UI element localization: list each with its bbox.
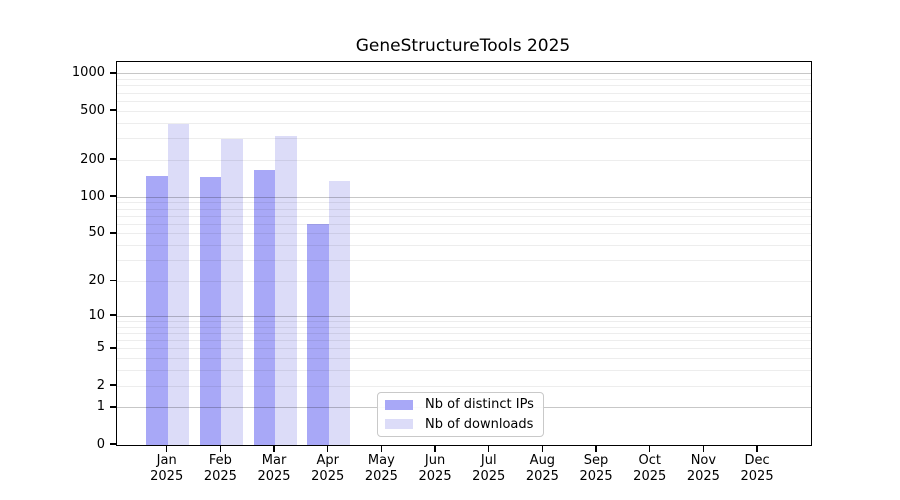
y-tick-mark-20 — [110, 279, 116, 282]
bars-layer — [117, 62, 811, 445]
bar-ips-feb — [199, 177, 222, 445]
gridline-3 — [117, 370, 811, 372]
gridline-90 — [117, 202, 811, 204]
x-tick-mark-jul — [487, 445, 490, 452]
y-tick-label-50: 50 — [88, 225, 105, 241]
legend-label-downloads: Nb of downloads — [425, 416, 534, 432]
gridline-30 — [117, 260, 811, 262]
gridline-400 — [117, 122, 811, 124]
y-tick-label-2: 2 — [96, 377, 105, 393]
gridline-8 — [117, 326, 811, 328]
y-tick-mark-500 — [110, 109, 116, 111]
y-tick-label-10: 10 — [88, 307, 105, 323]
y-tick-mark-5 — [110, 347, 116, 349]
x-tick-mark-jun — [434, 445, 436, 452]
y-tick-mark-100 — [110, 195, 116, 197]
x-tick-mark-sep — [595, 445, 597, 452]
bar-ips-mar — [253, 169, 276, 445]
x-tick-label-aug: Aug 2025 — [525, 453, 559, 484]
y-tick-label-100: 100 — [80, 188, 105, 204]
y-tick-mark-2 — [110, 384, 116, 386]
gridline-300 — [117, 138, 811, 139]
gridline-70 — [117, 215, 811, 217]
bar-downloads-apr — [328, 181, 351, 445]
bar-downloads-mar — [275, 135, 297, 445]
x-tick-mark-mar — [273, 445, 275, 452]
y-tick-mark-1000 — [110, 72, 116, 74]
legend-item-downloads: Nb of downloads — [385, 416, 536, 434]
gridline-4 — [117, 358, 811, 360]
x-tick-label-oct: Oct 2025 — [633, 453, 667, 484]
x-tick-label-sep: Sep 2025 — [579, 453, 613, 484]
x-tick-mark-apr — [326, 445, 329, 452]
plot-area — [116, 61, 812, 446]
x-tick-label-mar: Mar 2025 — [257, 453, 291, 484]
y-tick-label-20: 20 — [88, 272, 105, 288]
gridline-60 — [117, 223, 811, 225]
legend-item-distinct-ips: Nb of distinct IPs — [385, 396, 536, 414]
x-tick-label-dec: Dec 2025 — [740, 453, 774, 484]
grid-layer — [117, 62, 811, 445]
x-tick-mark-dec — [756, 445, 758, 452]
x-tick-label-jul: Jul 2025 — [472, 453, 506, 484]
y-tick-label-0: 0 — [96, 436, 105, 452]
y-tick-label-200: 200 — [80, 151, 105, 167]
gridline-1000 — [117, 73, 811, 75]
bar-downloads-jan — [167, 123, 190, 445]
x-tick-mark-nov — [702, 445, 705, 452]
y-tick-mark-50 — [110, 232, 116, 234]
y-tick-mark-0 — [110, 443, 116, 445]
y-tick-label-1000: 1000 — [71, 65, 105, 81]
gridline-10 — [117, 315, 811, 317]
gridline-600 — [117, 100, 811, 102]
y-tick-mark-10 — [110, 314, 116, 316]
gridline-50 — [117, 233, 811, 235]
x-tick-label-nov: Nov 2025 — [686, 453, 720, 484]
x-tick-mark-aug — [541, 445, 544, 452]
y-tick-mark-1 — [110, 406, 116, 408]
distinct-ips-swatch-icon — [385, 399, 413, 410]
legend: Nb of distinct IPs Nb of downloads — [377, 392, 544, 437]
gridline-200 — [117, 159, 811, 161]
gridline-2 — [117, 385, 811, 387]
gridline-900 — [117, 79, 811, 81]
gridline-6 — [117, 339, 811, 341]
x-tick-label-apr: Apr 2025 — [311, 453, 345, 484]
y-tick-label-5: 5 — [96, 340, 105, 356]
gridline-40 — [117, 245, 811, 247]
y-tick-label-1: 1 — [96, 399, 105, 415]
y-tick-label-500: 500 — [80, 102, 105, 118]
downloads-swatch-icon — [385, 419, 413, 430]
x-tick-label-may: May 2025 — [364, 453, 398, 484]
x-tick-mark-feb — [219, 445, 222, 452]
gridline-800 — [117, 85, 811, 87]
x-tick-mark-jan — [165, 445, 168, 452]
chart-title: GeneStructureTools 2025 — [355, 36, 571, 56]
gridline-9 — [117, 320, 811, 322]
gridline-100 — [117, 196, 811, 198]
gridline-20 — [117, 280, 811, 282]
bar-downloads-feb — [221, 139, 243, 445]
x-tick-label-jan: Jan 2025 — [150, 453, 184, 484]
gridline-5 — [117, 348, 811, 350]
gridline-700 — [117, 92, 811, 94]
y-tick-mark-200 — [110, 158, 116, 160]
bar-ips-jan — [146, 176, 168, 445]
x-tick-mark-oct — [648, 445, 651, 452]
gridline-500 — [117, 110, 811, 112]
x-tick-label-jun: Jun 2025 — [418, 453, 452, 484]
x-tick-label-feb: Feb 2025 — [203, 453, 237, 484]
gridline-80 — [117, 208, 811, 210]
bar-ips-apr — [307, 224, 329, 445]
legend-label-distinct-ips: Nb of distinct IPs — [425, 397, 534, 413]
gridline-7 — [117, 332, 811, 334]
x-tick-mark-may — [380, 445, 383, 452]
